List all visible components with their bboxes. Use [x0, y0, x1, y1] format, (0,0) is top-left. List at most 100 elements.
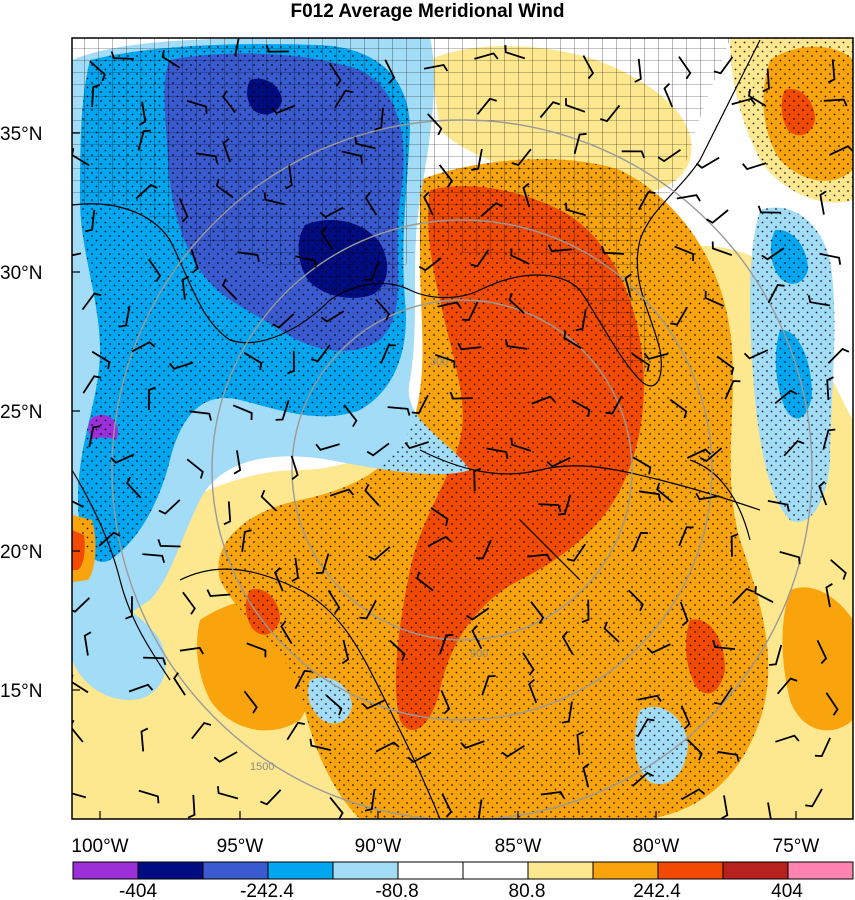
- wind-barb: [285, 165, 293, 190]
- wind-barb: [522, 652, 535, 676]
- wind-barb: [717, 750, 740, 762]
- wind-barb: [158, 499, 181, 515]
- wind-barb: [757, 205, 782, 214]
- wind-barb: [328, 62, 342, 87]
- stipple-overlay-ne: [730, 38, 853, 203]
- range-ring-label-inner: 300: [430, 356, 448, 368]
- wind-barb: [387, 406, 411, 416]
- wind-barb: [186, 99, 208, 114]
- wind-barb: [439, 634, 454, 655]
- wind-barb: [404, 441, 429, 450]
- wind-barb: [531, 395, 556, 405]
- wind-barb: [621, 150, 646, 159]
- wind-barb: [676, 194, 701, 202]
- wind-barb: [215, 178, 234, 199]
- wind-barb: [510, 437, 532, 452]
- wind-barb: [605, 395, 623, 415]
- wind-barb: [295, 255, 317, 268]
- colorbar-swatch: [462, 861, 529, 880]
- wind-barb: [511, 148, 532, 167]
- wind-barb: [538, 503, 562, 512]
- wind-barb: [233, 450, 242, 475]
- wind-barb: [181, 275, 190, 300]
- wind-barb: [187, 794, 196, 819]
- wind-barb: [504, 339, 528, 350]
- wind-barb: [754, 586, 774, 603]
- wind-barb: [504, 45, 526, 60]
- wind-barb: [561, 630, 574, 655]
- wind-barb: [573, 132, 587, 155]
- wind-barb: [140, 727, 149, 752]
- positive-wind-region-red-far-west: [72, 530, 85, 570]
- wind-barb: [680, 705, 691, 730]
- wind-barb: [466, 607, 490, 621]
- wind-barb: [72, 252, 82, 257]
- wind-barb: [827, 347, 850, 364]
- wind-barb: [822, 428, 836, 450]
- wind-barb: [243, 690, 258, 714]
- wind-barb: [742, 162, 767, 171]
- wind-barb: [135, 183, 158, 200]
- range-ring-label-outer: 1500: [250, 761, 274, 773]
- wind-barb: [375, 298, 391, 321]
- wind-barb: [275, 400, 290, 421]
- wind-barb: [566, 543, 586, 562]
- wind-barb: [438, 164, 453, 188]
- wind-barb: [646, 643, 671, 654]
- wind-barb: [364, 789, 376, 812]
- wind-barb: [582, 55, 595, 80]
- colorbar-label-neg80: -80.8: [375, 881, 418, 900]
- lat-label-35n: 35°N: [0, 124, 42, 145]
- wind-barb: [638, 490, 662, 502]
- wind-barb: [440, 690, 451, 715]
- wind-barb: [807, 295, 831, 307]
- wind-barb: [83, 631, 92, 656]
- wind-barb: [481, 675, 496, 696]
- wind-barb: [674, 245, 695, 262]
- negative-wind-region-west: [72, 597, 166, 700]
- wind-barb: [681, 788, 705, 801]
- wind-barb: [366, 442, 390, 457]
- wind-barb: [125, 596, 133, 620]
- wind-barb: [309, 738, 332, 751]
- wind-barb: [767, 500, 790, 512]
- colorbar-swatch: [592, 861, 659, 880]
- wind-barb: [561, 701, 573, 724]
- wind-barb: [473, 467, 482, 492]
- wind-barb: [263, 192, 286, 206]
- wind-barb: [528, 678, 538, 704]
- wind-barb: [329, 488, 355, 497]
- colorbar-label-neg404: -404: [119, 881, 157, 900]
- wind-barb: [720, 795, 729, 819]
- wind-barb: [110, 51, 134, 60]
- wind-barb: [272, 313, 295, 329]
- wind-barb: [819, 190, 827, 215]
- wind-barb: [343, 404, 358, 428]
- wind-barb: [814, 737, 831, 758]
- range-rings: [111, 119, 813, 819]
- wind-barb: [631, 771, 655, 787]
- wind-barb: [260, 789, 282, 806]
- wind-barb: [474, 52, 499, 60]
- wind-barb: [471, 148, 483, 171]
- wind-barb: [557, 494, 572, 516]
- map-panel: 300 900 1500: [72, 38, 853, 819]
- wind-barbs: [72, 38, 853, 819]
- wind-barb: [656, 482, 674, 503]
- wind-barb: [711, 241, 733, 256]
- wind-barb: [81, 292, 102, 311]
- wind-barb: [657, 148, 682, 163]
- wind-barb: [411, 394, 429, 415]
- colorbar-swatch: [722, 861, 789, 880]
- coastlines: [72, 39, 761, 819]
- wind-barb: [670, 306, 688, 326]
- wind-barb: [730, 533, 739, 557]
- wind-barb: [826, 376, 834, 401]
- wind-barb: [686, 448, 712, 459]
- wind-barb: [571, 399, 591, 417]
- wind-barb: [678, 526, 694, 547]
- wind-barb: [190, 249, 199, 274]
- wind-barb: [142, 553, 166, 563]
- wind-barb: [291, 557, 299, 582]
- wind-barb: [222, 90, 236, 114]
